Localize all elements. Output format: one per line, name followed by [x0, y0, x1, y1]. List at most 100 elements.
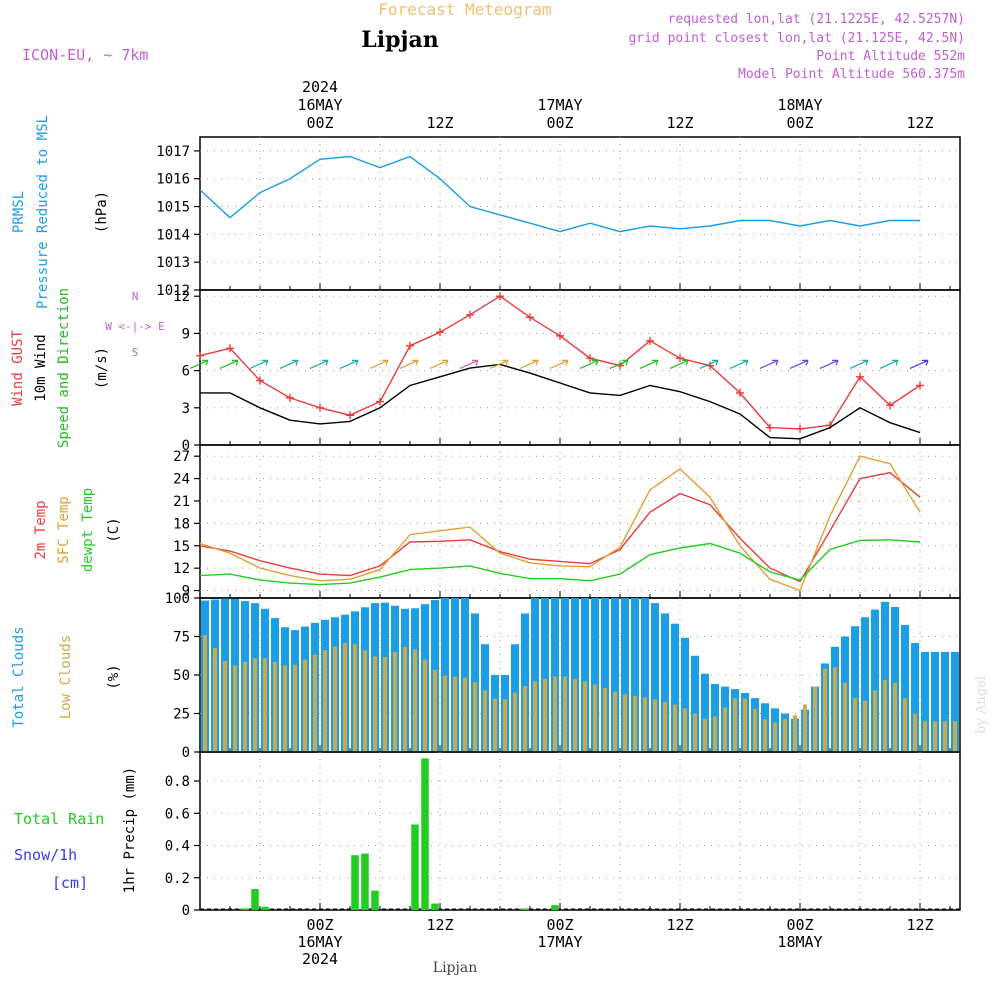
total-cloud-bar	[611, 598, 619, 752]
low-cloud-bar	[933, 721, 937, 752]
y-tick-label: 1013	[156, 255, 190, 271]
panels-group: 1012 1013 1014 1015 1016 1017 0 3 6 9 12 9 12 15 18 21 2…	[156, 136, 961, 919]
top-time-label: 12Z	[426, 114, 453, 132]
y-tick-label: 25	[173, 707, 190, 723]
gust-marker	[886, 401, 894, 410]
y-tick-label: 1015	[156, 200, 190, 216]
chart-title: Forecast Meteogram	[378, 0, 551, 19]
gust-marker	[346, 411, 354, 420]
bottom-time-label: 12Z	[426, 916, 453, 934]
panel-temperature: 9 12 15 18 21 24 27	[173, 444, 961, 600]
gust-marker	[406, 341, 414, 350]
total-cloud-bar	[551, 598, 559, 752]
label-total-clouds: Total Clouds	[11, 626, 27, 727]
y-tick-label: 100	[165, 591, 190, 607]
total-cloud-bar	[461, 598, 469, 752]
low-cloud-bar	[823, 668, 827, 752]
precip-bar	[551, 905, 559, 910]
total-cloud-bar	[911, 642, 919, 752]
total-cloud-bar	[671, 623, 679, 752]
total-cloud-bar	[921, 651, 929, 752]
precip-bar	[241, 908, 249, 910]
wind-direction-arrow	[399, 359, 419, 369]
top-time-label: 00Z	[786, 114, 813, 132]
gust-marker	[316, 403, 324, 412]
label-snow: Snow/1h	[14, 846, 77, 864]
low-cloud-bar	[813, 686, 817, 752]
low-cloud-bar	[953, 721, 957, 752]
low-cloud-bar	[563, 676, 567, 752]
wind-direction-arrow	[729, 359, 749, 369]
gust-marker	[856, 372, 864, 381]
low-cloud-bar	[543, 678, 547, 752]
total-cloud-bar	[581, 598, 589, 752]
gust-marker	[256, 376, 264, 385]
y-tick-label: 1012	[156, 283, 190, 299]
total-cloud-bar	[521, 613, 529, 752]
credit-watermark: by Angel	[974, 676, 989, 734]
top-time-label: 17MAY	[537, 96, 582, 114]
label-2m-temp: 2m Temp	[33, 500, 49, 559]
model-altitude: Model Point Altitude 560.375m	[738, 67, 965, 82]
footer-location: Lipjan	[433, 960, 477, 976]
wind-direction-arrow	[609, 359, 629, 369]
total-cloud-bar	[561, 598, 569, 752]
y-tick-label: 9	[182, 326, 190, 342]
precip-bar	[421, 758, 429, 910]
gust-marker	[736, 388, 744, 397]
total-cloud-bar	[451, 598, 459, 752]
low-cloud-bar	[523, 686, 527, 752]
low-cloud-bar	[363, 650, 367, 752]
wind-direction-arrow	[759, 359, 779, 369]
precip-bar	[521, 908, 529, 910]
low-cloud-bar	[703, 718, 707, 752]
low-cloud-bar	[303, 659, 307, 752]
top-time-label: 18MAY	[777, 96, 822, 114]
wind-direction-arrow	[879, 359, 899, 369]
y-tick-label: 21	[173, 494, 190, 510]
low-cloud-bar	[293, 664, 297, 752]
y-tick-label: 0.4	[165, 839, 190, 855]
y-tick-label: 24	[173, 472, 190, 488]
panel-frame	[199, 289, 961, 446]
gust-marker	[496, 292, 504, 301]
low-cloud-bar	[243, 661, 247, 752]
wind-direction-arrow	[429, 359, 449, 369]
low-cloud-bar	[683, 708, 687, 752]
low-cloud-bar	[213, 648, 217, 752]
y-tick-label: 0	[182, 745, 190, 761]
requested-coords: requested lon,lat (21.1225E, 42.5257N)	[668, 12, 965, 27]
gust-marker	[916, 381, 924, 390]
precip-bar	[251, 889, 259, 910]
low-cloud-bar	[573, 678, 577, 752]
total-cloud-bar	[951, 651, 959, 752]
wind-direction-arrow	[279, 359, 299, 369]
label-10m-wind: 10m Wind	[33, 334, 49, 401]
wind-direction-arrow	[639, 359, 659, 369]
low-cloud-bar	[833, 667, 837, 752]
series-line-0	[199, 155, 920, 233]
low-cloud-bar	[253, 658, 257, 752]
y-tick-label: 0.2	[165, 871, 190, 887]
precip-bar	[371, 890, 379, 910]
wind-direction-arrow	[339, 359, 359, 369]
low-cloud-bar	[903, 698, 907, 752]
top-time-label: 12Z	[906, 114, 933, 132]
y-tick-label: 3	[182, 401, 190, 417]
gust-marker	[286, 393, 294, 402]
low-cloud-bar	[853, 698, 857, 752]
low-cloud-bar	[453, 676, 457, 752]
series-line-1	[199, 455, 921, 592]
total-cloud-bar	[941, 651, 949, 752]
low-cloud-bar	[783, 718, 787, 752]
low-cloud-bar	[443, 675, 447, 752]
low-cloud-bar	[923, 721, 927, 752]
label-1hr-precip: 1hr Precip (mm)	[122, 767, 138, 893]
low-cloud-bar	[943, 721, 947, 752]
precip-bar	[361, 853, 369, 910]
y-tick-label: 6	[182, 364, 190, 380]
y-tick-label: 1017	[156, 144, 190, 160]
low-cloud-bar	[533, 681, 537, 752]
low-cloud-bar	[653, 699, 657, 752]
label-celsius: (C)	[106, 517, 122, 542]
